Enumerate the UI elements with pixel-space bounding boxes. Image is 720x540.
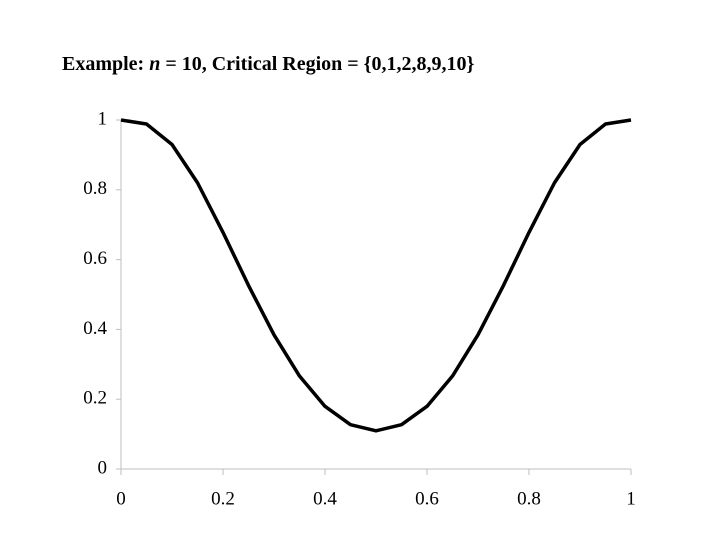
y-tick-label: 1: [98, 108, 108, 129]
y-tick-label: 0.2: [83, 388, 107, 409]
y-tick-label: 0.4: [83, 318, 107, 339]
title-part: n: [149, 53, 160, 75]
y-tick-label: 0: [98, 457, 108, 478]
x-tick-label: 0.2: [211, 488, 235, 509]
chart-title: Example: n = 10, Critical Region = {0,1,2,…: [62, 53, 475, 75]
title-part: = 10, Critical Region = {0,1,2,8,9,10}: [165, 53, 474, 75]
x-tick-label: 0.8: [517, 488, 541, 509]
y-tick-label: 0.6: [83, 248, 107, 269]
title-part: Example:: [62, 53, 144, 75]
x-tick-label: 1: [626, 488, 636, 509]
line-series: [120, 118, 632, 433]
x-tick-label: 0: [116, 488, 126, 509]
x-tick-label: 0.6: [415, 488, 439, 509]
x-tick-label: 0.4: [313, 488, 337, 509]
y-tick-label: 0.8: [83, 178, 107, 199]
